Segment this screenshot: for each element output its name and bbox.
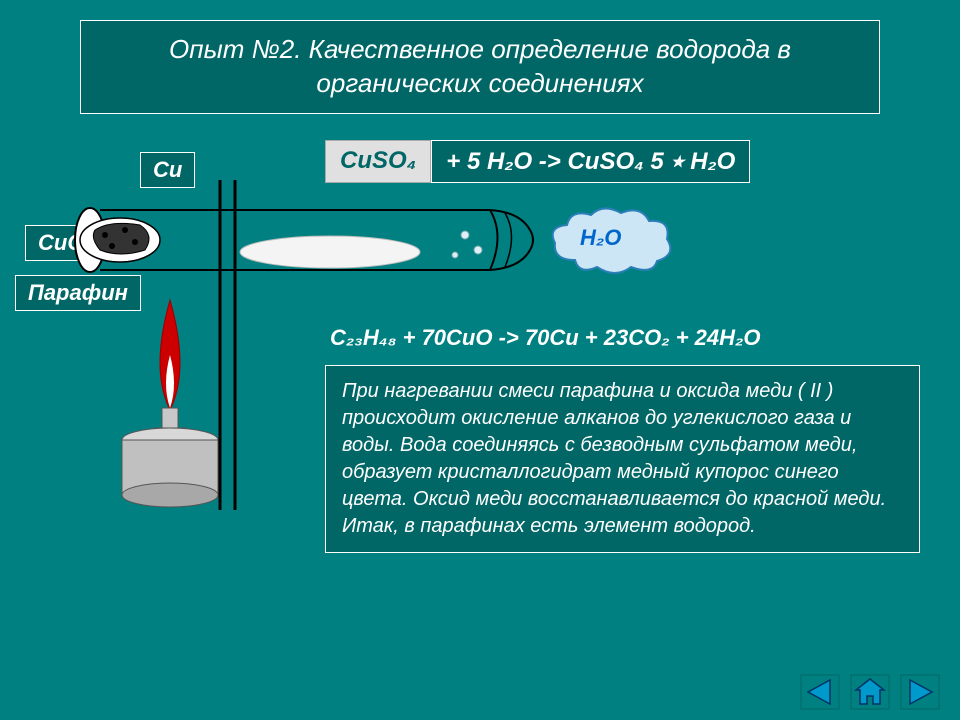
test-tube [75,208,533,272]
equation1-row: CuSO₄ + 5 H₂O -> CuSO₄ ٭ 5 H₂O [325,140,750,183]
equation1-right: + 5 H₂O -> CuSO₄ ٭ 5 H₂O [431,140,750,183]
nav-home-icon[interactable] [850,674,890,710]
nav-next-icon[interactable] [900,674,940,710]
description-box: При нагревании смеси парафина и оксида м… [325,365,920,553]
label-h2o-text: H₂O [580,225,621,250]
nav-prev-icon[interactable] [800,674,840,710]
description-text: При нагревании смеси парафина и оксида м… [342,380,886,537]
experiment-title: Опыт №2. Качественное определение водоро… [80,20,880,114]
title-text: Опыт №2. Качественное определение водоро… [169,34,791,98]
nav-buttons [800,674,940,710]
equation2: C₂₃H₄₈ + 70CuO -> 70Cu + 23CO₂ + 24H₂O [330,325,761,351]
spirit-burner [122,300,218,507]
equation1-left: CuSO₄ [325,140,431,183]
label-h2o: H₂O [580,225,621,251]
equation2-text: C₂₃H₄₈ + 70CuO -> 70Cu + 23CO₂ + 24H₂O [330,325,761,350]
label-cu-text: Cu [153,157,182,182]
